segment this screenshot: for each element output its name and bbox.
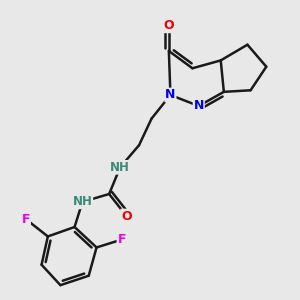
Text: NH: NH [73, 195, 92, 208]
Text: F: F [22, 213, 30, 226]
Text: O: O [121, 209, 132, 223]
Text: NH: NH [110, 161, 130, 174]
Text: F: F [118, 233, 126, 246]
Text: N: N [194, 100, 204, 112]
Text: O: O [164, 19, 174, 32]
Text: N: N [165, 88, 176, 101]
